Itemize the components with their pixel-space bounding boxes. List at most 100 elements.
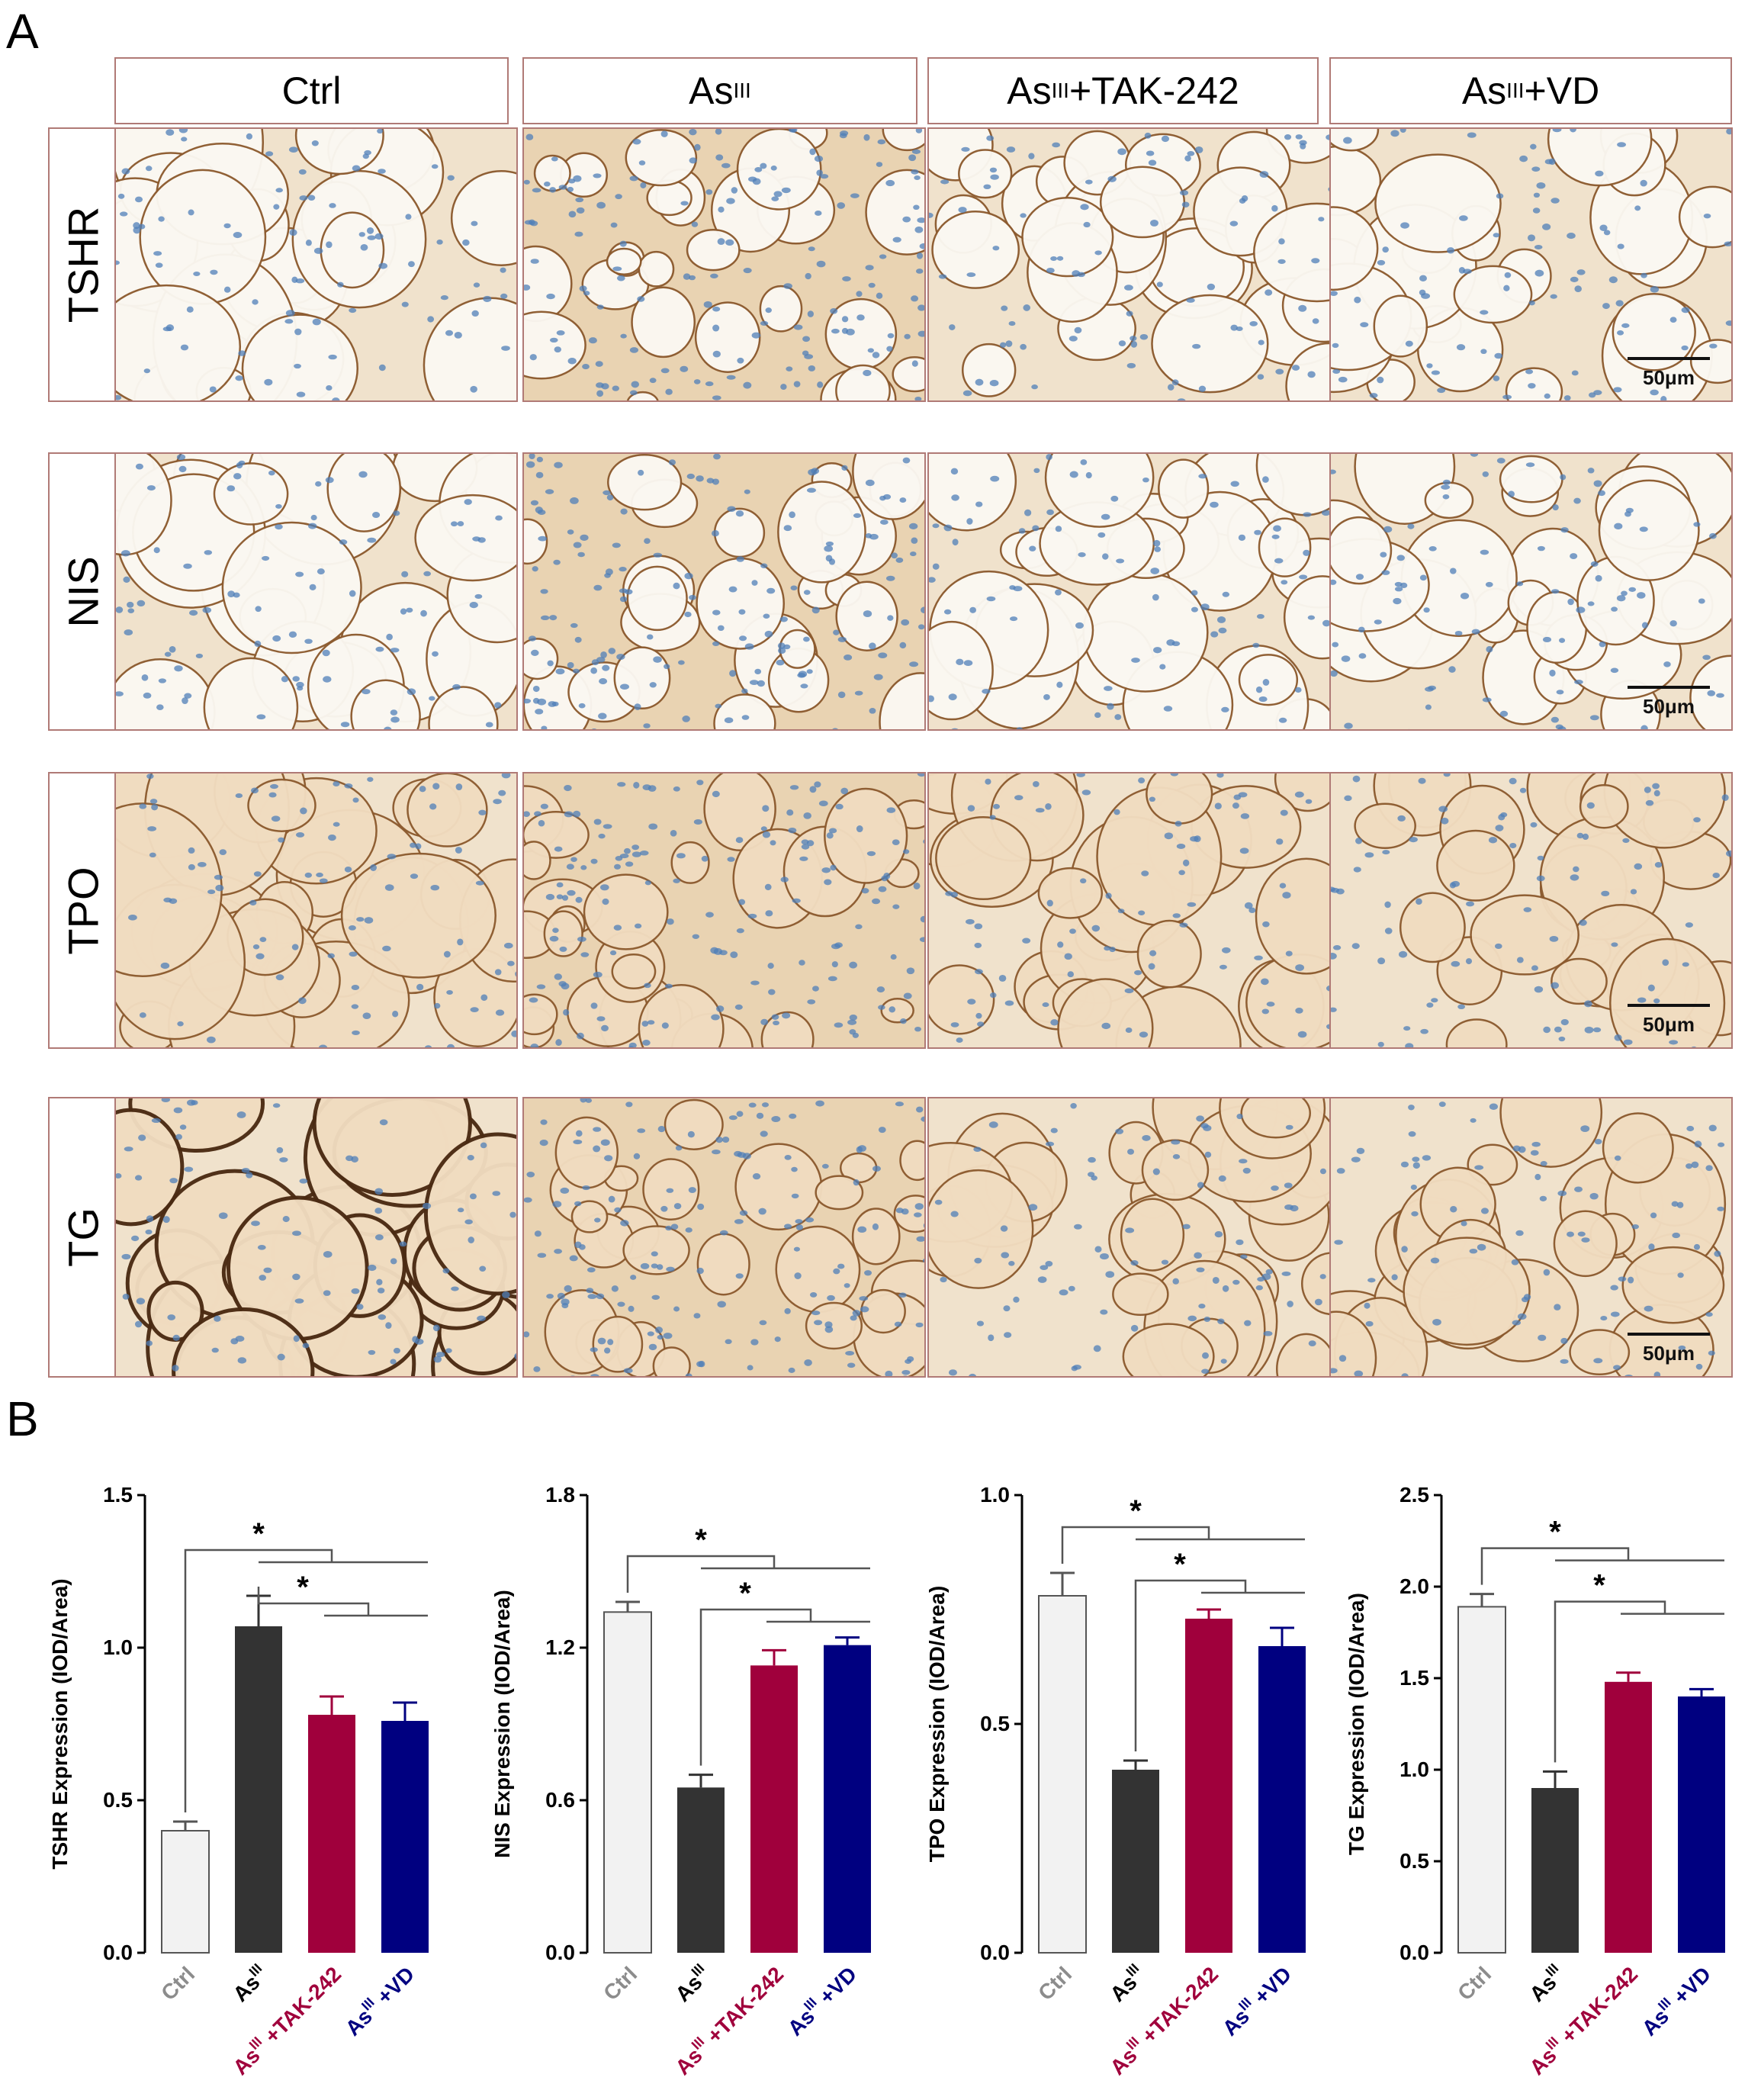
micrograph-tpo-as3-vd: 50μm [1329, 772, 1733, 1049]
scale-bar-line [1628, 1333, 1710, 1336]
column-header-text: Ctrl [281, 69, 342, 112]
y-tick-label: 1.5 [1399, 1666, 1429, 1690]
column-header-superscript: III [1506, 79, 1525, 102]
column-header-ctrl: Ctrl [114, 57, 509, 124]
y-axis-label: NIS Expression (IOD/Area) [490, 1590, 514, 1858]
micrograph-tshr-as3-vd: 50μm [1329, 127, 1733, 402]
significance-bracket [1554, 1600, 1724, 1763]
scale-bar: 50μm [1628, 686, 1710, 719]
y-tick-label: 0.0 [980, 1941, 1010, 1964]
bar [1457, 1606, 1506, 1954]
scale-bar: 50μm [1628, 1004, 1710, 1037]
x-tick-label: Ctrl [599, 1962, 641, 2005]
y-tick-label: 0.0 [1399, 1941, 1429, 1964]
x-tick-label: Ctrl [1033, 1962, 1076, 2005]
column-header-suffix: +VD [1524, 69, 1600, 112]
row-label-tshr: TSHR [48, 127, 118, 402]
bar [1531, 1788, 1579, 1953]
y-axis-label: TSHR Expression (IOD/Area) [48, 1578, 72, 1869]
significance-bracket [1134, 1579, 1305, 1751]
x-tick-label: AsIII +VD [1216, 1960, 1297, 2041]
y-tick-label: 0.0 [545, 1941, 575, 1964]
y-tick-label: 1.5 [103, 1483, 133, 1507]
significance-bracket [699, 1608, 870, 1766]
y-axis-label: TPO Expression (IOD/Area) [925, 1586, 949, 1863]
panel-a-label: A [6, 4, 39, 59]
x-tick-label: AsIII [1523, 1960, 1569, 2006]
bar [161, 1830, 210, 1954]
bar [750, 1665, 798, 1953]
y-tick-label: 1.8 [545, 1483, 575, 1507]
bar [235, 1626, 282, 1953]
significance-bracket [1480, 1547, 1724, 1585]
bar [824, 1645, 871, 1953]
micrograph-tshr-as3 [522, 127, 926, 402]
micrograph-tg-as3-vd: 50μm [1329, 1097, 1733, 1378]
row-label-tpo: TPO [48, 772, 118, 1049]
significance-star: * [1593, 1569, 1605, 1603]
x-tick-label: AsIII +VD [782, 1960, 862, 2041]
bar [1185, 1619, 1232, 1953]
micrograph-tpo-as3-tak242 [927, 772, 1331, 1049]
panel-b-label: B [6, 1391, 39, 1446]
y-tick-label: 1.0 [1399, 1758, 1429, 1781]
y-tick-label: 0.5 [103, 1788, 133, 1812]
bar [1258, 1646, 1306, 1953]
x-tick-label: AsIII +VD [339, 1960, 419, 2041]
column-header-superscript: III [1051, 79, 1069, 102]
y-tick-label: 1.0 [103, 1635, 133, 1659]
bar [1038, 1595, 1087, 1954]
scale-bar-label: 50μm [1643, 695, 1695, 718]
y-tick-label: 2.0 [1399, 1574, 1429, 1598]
micrograph-tshr-ctrl [114, 127, 518, 402]
scale-bar-label: 50μm [1643, 366, 1695, 389]
column-header-text: As [689, 69, 734, 112]
y-tick-label: 1.2 [545, 1635, 575, 1659]
micrograph-tg-as3 [522, 1097, 926, 1378]
scale-bar-label: 50μm [1643, 1013, 1695, 1036]
bar [1605, 1681, 1652, 1953]
nis-expression-chart: NIS Expression (IOD/Area) 0.0 0.6 1.2 1.8 Ctr… [490, 1483, 871, 2079]
micrograph-nis-as3-tak242 [927, 452, 1331, 731]
bar [1112, 1770, 1159, 1953]
y-tick-label: 0.6 [545, 1788, 575, 1812]
y-tick-label: 1.0 [980, 1483, 1010, 1507]
x-tick-label: AsIII [227, 1960, 272, 2006]
significance-bracket [626, 1555, 870, 1593]
y-axis-label: TG Expression (IOD/Area) [1345, 1593, 1368, 1855]
x-tick-label: Ctrl [156, 1962, 199, 2005]
scale-bar-line [1628, 357, 1710, 360]
micrograph-tpo-as3 [522, 772, 926, 1049]
tshr-expression-chart: TSHR Expression (IOD/Area) 0.0 0.5 1.0 1.5 Ct… [48, 1483, 429, 2079]
significance-star: * [252, 1517, 265, 1551]
micrograph-nis-as3-vd: 50μm [1329, 452, 1733, 731]
x-tick-label: AsIII [1104, 1960, 1149, 2006]
column-header-as3-tak242: As III +TAK-242 [927, 57, 1319, 124]
bar [308, 1715, 355, 1953]
y-tick-label: 0.5 [980, 1712, 1010, 1735]
micrograph-tg-as3-tak242 [927, 1097, 1331, 1378]
micrograph-tpo-ctrl [114, 772, 518, 1049]
micrograph-tg-ctrl [114, 1097, 518, 1378]
column-header-suffix: +TAK-242 [1068, 69, 1239, 112]
bar [381, 1721, 429, 1953]
scale-bar-line [1628, 1004, 1710, 1007]
y-tick-label: 0.5 [1399, 1849, 1429, 1873]
bar [603, 1611, 652, 1954]
significance-bracket [184, 1548, 428, 1812]
scale-bar-label: 50μm [1643, 1342, 1695, 1365]
scale-bar: 50μm [1628, 1333, 1710, 1365]
y-tick-label: 2.5 [1399, 1483, 1429, 1507]
scale-bar-line [1628, 686, 1710, 689]
column-header-as3-vd: As III +VD [1329, 57, 1732, 124]
tg-expression-chart: TG Expression (IOD/Area) 0.0 0.5 1.0 1.5 2.0 2… [1345, 1483, 1725, 2079]
column-header-text: As [1007, 69, 1052, 112]
significance-star: * [1174, 1548, 1186, 1581]
x-tick-label: Ctrl [1453, 1962, 1496, 2005]
scale-bar: 50μm [1628, 357, 1710, 390]
column-header-text: As [1461, 69, 1507, 112]
micrograph-nis-as3 [522, 452, 926, 731]
row-label-tg: TG [48, 1097, 118, 1378]
micrograph-nis-ctrl [114, 452, 518, 731]
tpo-expression-chart: TPO Expression (IOD/Area) 0.0 0.5 1.0 Ctrl As… [925, 1483, 1306, 2079]
